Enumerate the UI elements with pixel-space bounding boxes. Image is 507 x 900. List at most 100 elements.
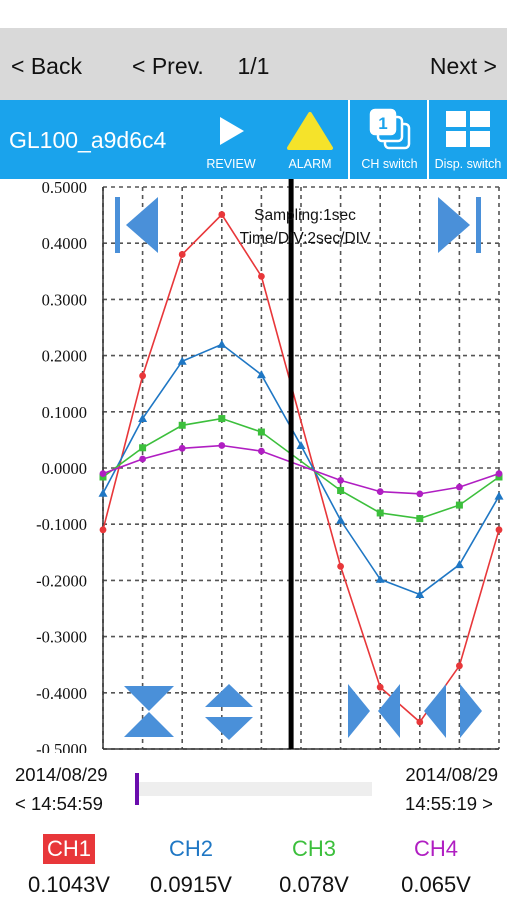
time-range-bar: 2014/08/29 < 14:54:59 2014/08/29 14:55:1… bbox=[0, 758, 507, 820]
data-point-ch2 bbox=[256, 370, 266, 379]
series-line-ch4 bbox=[102, 444, 500, 495]
data-point-ch4 bbox=[376, 488, 384, 496]
end-date: 2014/08/29 bbox=[405, 764, 498, 785]
alarm-label: ALARM bbox=[288, 157, 332, 171]
y-tick-label: 0.0000 bbox=[42, 459, 87, 478]
data-point-ch3 bbox=[257, 428, 265, 436]
timediv-text: Time/DIV:2sec/DIV bbox=[240, 230, 371, 247]
time-scrollbar[interactable] bbox=[136, 782, 372, 796]
data-point-ch3 bbox=[455, 501, 463, 509]
alarm-button[interactable]: ALARM bbox=[280, 100, 340, 179]
expand-vertical-icon bbox=[205, 684, 253, 740]
next-button[interactable]: Next > bbox=[429, 53, 497, 79]
channel-value: 0.0915V bbox=[150, 872, 232, 897]
review-button[interactable]: REVIEW bbox=[200, 100, 262, 179]
channel-ch1[interactable]: CH1 0.1043V bbox=[6, 834, 132, 900]
data-point-ch4 bbox=[178, 444, 186, 452]
data-point-ch2 bbox=[415, 589, 425, 598]
data-point-ch1 bbox=[495, 526, 503, 534]
data-point-ch1 bbox=[139, 372, 147, 380]
channel-ch4[interactable]: CH4 0.065V bbox=[373, 834, 499, 900]
sampling-text: Sampling:1sec bbox=[254, 207, 356, 224]
arrows-outward-icon bbox=[348, 684, 400, 738]
start-date: 2014/08/29 bbox=[15, 764, 108, 785]
shrink-vertical-button[interactable] bbox=[124, 686, 174, 737]
back-button[interactable]: < Back bbox=[11, 53, 82, 79]
channel-value: 0.078V bbox=[279, 872, 349, 897]
channel-readouts: CH1 0.1043V CH2 0.0915V CH3 0.078V CH4 0… bbox=[0, 834, 507, 900]
data-point-ch2 bbox=[296, 441, 306, 450]
data-point-ch4 bbox=[456, 483, 463, 491]
channel-value: 0.1043V bbox=[28, 872, 110, 897]
channel-name: CH3 bbox=[291, 836, 336, 861]
y-tick-label: 0.4000 bbox=[42, 234, 87, 253]
toolbar: GL100_a9d6c4 REVIEW ALARM 1 CH switch Di… bbox=[0, 100, 507, 179]
device-name: GL100_a9d6c4 bbox=[9, 127, 167, 153]
data-point-ch4 bbox=[416, 490, 424, 498]
skip-to-start-icon bbox=[115, 197, 158, 253]
waveform-chart[interactable]: 0.5000 0.4000 0.3000 0.2000 0.1000 0.0000 -0.1… bbox=[0, 179, 507, 753]
data-point-ch1 bbox=[376, 683, 384, 691]
data-point-ch2 bbox=[494, 491, 504, 500]
status-bar bbox=[0, 0, 507, 28]
data-point-ch1 bbox=[99, 526, 107, 534]
channel-name: CH2 bbox=[168, 836, 213, 861]
data-point-ch2 bbox=[454, 560, 464, 569]
time-zoom-in-button[interactable] bbox=[424, 684, 482, 738]
y-tick-label: 0.1000 bbox=[42, 403, 87, 422]
data-point-ch2 bbox=[138, 414, 148, 423]
skip-to-end-icon bbox=[438, 197, 481, 253]
data-point-ch1 bbox=[456, 662, 463, 670]
data-point-ch4 bbox=[495, 470, 503, 478]
data-point-ch2 bbox=[177, 356, 187, 365]
data-point-ch1 bbox=[337, 562, 344, 570]
time-scrollbar-thumb[interactable] bbox=[135, 773, 139, 805]
y-tick-label: 0.5000 bbox=[42, 179, 87, 197]
y-tick-label: -0.1000 bbox=[36, 515, 87, 534]
toolbar-divider bbox=[427, 100, 429, 179]
grid-icon bbox=[446, 111, 490, 147]
data-point-ch4 bbox=[337, 476, 344, 484]
data-point-ch3 bbox=[337, 486, 345, 494]
data-point-ch2 bbox=[336, 515, 346, 524]
play-icon bbox=[220, 117, 244, 145]
skip-to-start-button[interactable] bbox=[115, 197, 158, 253]
previous-button[interactable]: < Prev. bbox=[132, 53, 204, 79]
channel-name: CH4 bbox=[413, 836, 458, 861]
data-point-ch4 bbox=[218, 442, 226, 449]
y-tick-label: -0.5000 bbox=[36, 740, 87, 753]
start-time-button[interactable]: < 14:54:59 bbox=[15, 793, 103, 814]
skip-to-end-button[interactable] bbox=[438, 197, 481, 253]
channel-ch2[interactable]: CH2 0.0915V bbox=[128, 834, 254, 900]
expand-vertical-button[interactable] bbox=[205, 684, 253, 740]
data-point-ch3 bbox=[218, 415, 226, 423]
navigation-bar: < Back < Prev. 1/1 Next > bbox=[0, 28, 507, 100]
data-point-ch4 bbox=[258, 447, 265, 455]
channel-name: CH1 bbox=[42, 834, 95, 864]
channel-value: 0.065V bbox=[401, 872, 471, 897]
data-point-ch1 bbox=[416, 718, 424, 726]
shrink-vertical-icon bbox=[124, 686, 174, 737]
ch-switch-button[interactable]: 1 CH switch bbox=[351, 100, 428, 179]
y-tick-label: 0.2000 bbox=[42, 347, 87, 366]
data-point-ch3 bbox=[416, 515, 424, 523]
y-tick-label: -0.4000 bbox=[36, 684, 87, 703]
disp-switch-button[interactable]: Disp. switch bbox=[429, 100, 507, 179]
y-tick-label: -0.2000 bbox=[36, 571, 87, 590]
data-point-ch3 bbox=[376, 509, 384, 517]
data-point-ch4 bbox=[139, 455, 147, 463]
stacked-pages-icon: 1 bbox=[369, 108, 410, 150]
data-point-ch3 bbox=[139, 444, 147, 452]
toolbar-divider bbox=[348, 100, 350, 179]
series-line-ch3 bbox=[102, 417, 500, 520]
end-time-button[interactable]: 14:55:19 > bbox=[405, 793, 493, 814]
chart-canvas[interactable]: 0.5000 0.4000 0.3000 0.2000 0.1000 0.0000 -0.1… bbox=[0, 179, 507, 753]
channel-ch3[interactable]: CH3 0.078V bbox=[251, 834, 377, 900]
data-point-ch1 bbox=[178, 251, 186, 258]
ch-switch-badge: 1 bbox=[378, 114, 387, 133]
time-zoom-out-button[interactable] bbox=[348, 684, 400, 738]
data-point-ch3 bbox=[178, 421, 186, 429]
data-point-ch4 bbox=[99, 470, 107, 478]
disp-switch-label: Disp. switch bbox=[434, 157, 502, 171]
ch-switch-label: CH switch bbox=[361, 157, 418, 171]
